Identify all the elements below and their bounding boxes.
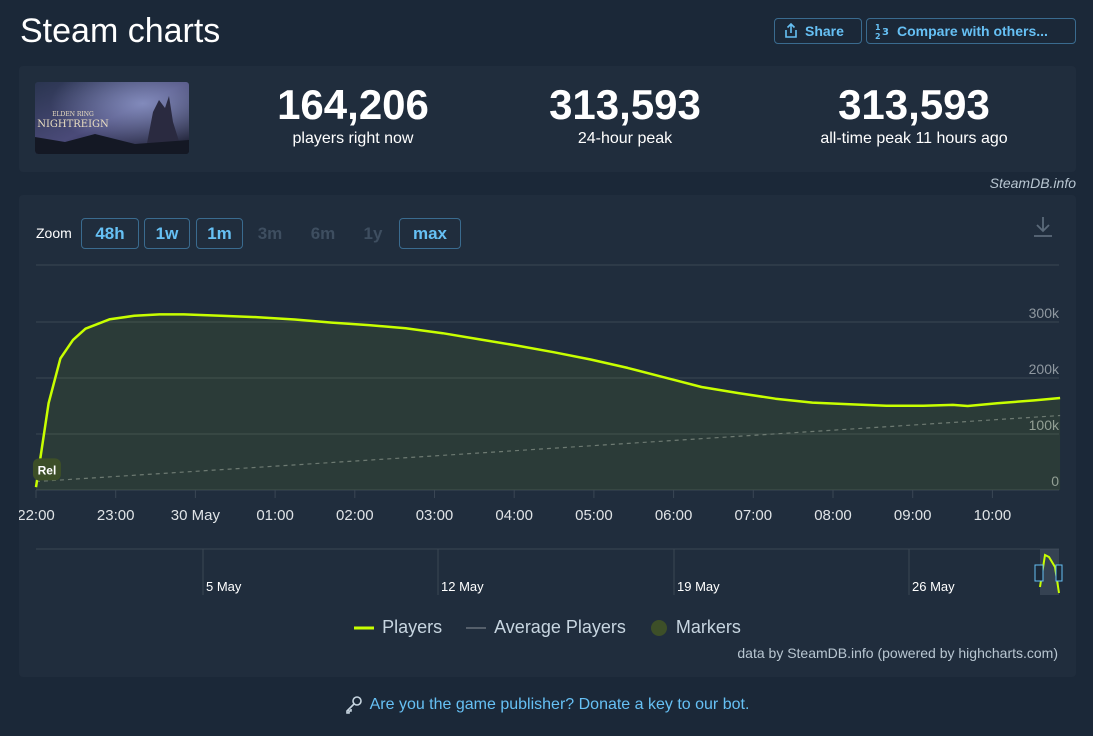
release-marker[interactable] [32, 458, 61, 481]
publisher-link[interactable]: Are you the game publisher? Donate a key… [0, 695, 1093, 715]
highcharts-credit[interactable]: data by SteamDB.info (powered by highcha… [737, 645, 1058, 661]
compare-button[interactable]: 1 2 3 Compare with others... [866, 18, 1076, 44]
x-tick-label: 10:00 [974, 507, 1012, 524]
share-button[interactable]: Share [774, 18, 862, 44]
svg-text:2: 2 [875, 32, 881, 40]
y-tick-label: 300k [1029, 305, 1060, 321]
player-chart[interactable]: 0 100k 200k 300k 22:00 23:00 30 May 01:00 02:00 0… [19, 195, 1076, 615]
peak-24h-label: 24-hour peak [577, 130, 673, 147]
x-tick-label: 07:00 [735, 507, 773, 524]
legend-average-label: Average Players [494, 617, 626, 637]
zoom-max-button[interactable]: max [399, 218, 461, 249]
y-tick-label: 200k [1029, 361, 1060, 377]
peak-24h-value: 313,593 [549, 81, 701, 128]
chart-legend: Players Average Players Markers [19, 617, 1076, 638]
x-tick-label: 09:00 [894, 507, 932, 524]
stat-24h-peak: 313,593 24-hour peak [495, 82, 755, 148]
players-area [36, 314, 1061, 490]
thumb-title: NIGHTREIGN [37, 119, 109, 130]
zoom-48h-button[interactable]: 48h [81, 218, 139, 249]
x-tick-label: 30 May [171, 507, 221, 524]
legend-markers-label: Markers [675, 617, 741, 637]
zoom-1y-button: 1y [363, 223, 383, 243]
page-title: Steam charts [20, 12, 221, 50]
navigator-handle-right[interactable] [1055, 564, 1063, 582]
navigator-label: 5 May [206, 579, 242, 594]
publisher-text: Are you the game publisher? Donate a key… [369, 696, 750, 713]
x-tick-label: 08:00 [814, 507, 852, 524]
navigator-handle-left[interactable] [1034, 564, 1044, 582]
summary-panel: ELDEN RING NIGHTREIGN 164,206 players ri… [19, 66, 1076, 172]
svg-text:1: 1 [875, 23, 881, 32]
release-marker-label: Rel [38, 463, 57, 477]
players-line[interactable] [34, 313, 1061, 488]
average-players-line[interactable] [35, 414, 1061, 483]
steamdb-credit[interactable]: SteamDB.info [989, 175, 1076, 191]
key-icon [345, 696, 362, 714]
compare-icon: 1 2 3 [875, 23, 889, 40]
download-icon[interactable] [1032, 215, 1054, 239]
legend-average-swatch [466, 626, 487, 629]
legend-item-markers[interactable]: Markers [650, 617, 741, 638]
y-tick-label: 100k [1029, 417, 1060, 433]
compare-label: Compare with others... [897, 23, 1048, 39]
peak-alltime-value: 313,593 [838, 81, 990, 128]
zoom-1m-button[interactable]: 1m [196, 218, 243, 249]
thumb-title-top: ELDEN RING [52, 111, 94, 118]
navigator-label: 26 May [912, 579, 955, 594]
navigator-label: 19 May [677, 579, 720, 594]
x-tick-label: 01:00 [256, 507, 294, 524]
share-icon [785, 23, 797, 38]
game-thumbnail[interactable]: ELDEN RING NIGHTREIGN [35, 82, 189, 154]
legend-players-swatch [354, 626, 375, 629]
legend-item-players[interactable]: Players [354, 617, 442, 638]
x-tick-label: 03:00 [416, 507, 454, 524]
zoom-6m-button: 6m [310, 223, 336, 243]
zoom-3m-button: 3m [257, 223, 283, 243]
zoom-1w-button[interactable]: 1w [144, 218, 190, 249]
zoom-label: Zoom [36, 225, 72, 241]
x-tick-label: 05:00 [575, 507, 613, 524]
stat-alltime-peak: 313,593 all-time peak 11 hours ago [784, 82, 1044, 148]
stat-current: 164,206 players right now [223, 82, 483, 148]
peak-alltime-label: all-time peak 11 hours ago [820, 130, 1008, 147]
legend-players-label: Players [382, 617, 443, 637]
navigator-label: 12 May [441, 579, 484, 594]
chart-panel: Zoom 48h 1w 1m 3m 6m 1y max 0 100k 200k 300… [19, 195, 1076, 677]
legend-markers-swatch [650, 619, 667, 636]
y-tick-label: 0 [1051, 473, 1059, 489]
legend-item-average[interactable]: Average Players [466, 617, 626, 638]
x-tick-label: 06:00 [655, 507, 693, 524]
current-players-value: 164,206 [277, 81, 429, 128]
x-tick-label: 23:00 [97, 507, 135, 524]
share-label: Share [805, 23, 844, 39]
x-tick-label: 04:00 [495, 507, 533, 524]
x-tick-label: 22:00 [19, 507, 55, 524]
current-players-label: players right now [292, 130, 414, 147]
x-tick-label: 02:00 [336, 507, 374, 524]
svg-text:3: 3 [882, 27, 889, 38]
